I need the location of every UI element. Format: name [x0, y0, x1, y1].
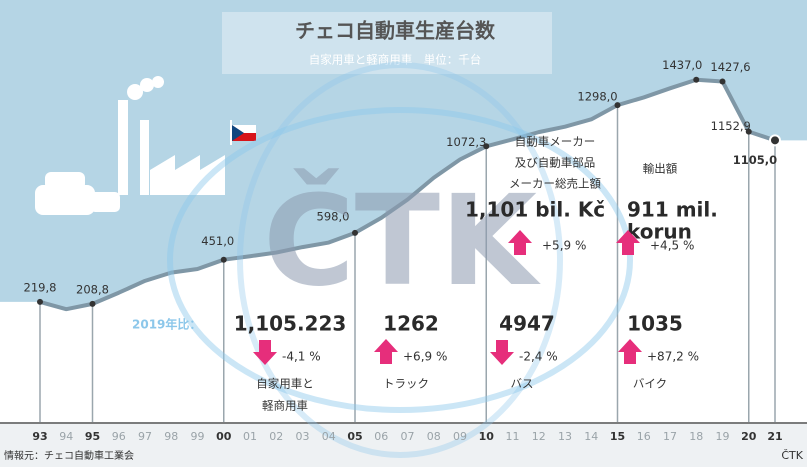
value-label: 1152,9: [711, 119, 751, 133]
x-tick-label: 96: [112, 430, 126, 443]
finance-label: メーカー総売上額: [509, 177, 601, 191]
arrow-down: [490, 340, 514, 365]
arrow-down: [253, 340, 277, 365]
finance-change: +5,9 %: [542, 239, 586, 253]
stat-change: -4,1 %: [282, 350, 321, 364]
point: [745, 128, 752, 135]
stat-change: -2,4 %: [519, 350, 558, 364]
x-tick-label: 18: [689, 430, 703, 443]
x-tick-label: 08: [427, 430, 441, 443]
x-tick-label: 21: [767, 430, 782, 443]
value-label: 1427,6: [710, 60, 750, 74]
watermark-ring: [167, 107, 633, 413]
point: [693, 76, 700, 83]
stat-label: 軽商用車: [262, 399, 308, 413]
finance-label: 自動車メーカー: [515, 135, 596, 149]
stat-value: 1035: [627, 312, 683, 336]
x-tick-label: 99: [191, 430, 205, 443]
value-label: 219,8: [24, 280, 57, 294]
point: [37, 298, 43, 305]
subtitle: 自家用車と軽商用車 単位：千台: [309, 53, 482, 67]
value-label: 1105,0: [733, 153, 777, 167]
point: [483, 143, 490, 150]
value-label: 1298,0: [577, 90, 617, 104]
axis-band: [0, 422, 807, 467]
value-label: 208,8: [76, 282, 109, 296]
arrow-up: [374, 339, 398, 364]
x-tick-label: 98: [164, 430, 178, 443]
production-line: [39, 77, 776, 312]
finance-label: 及び自動車部品: [515, 156, 596, 170]
point: [719, 78, 726, 85]
x-tick-label: 94: [59, 430, 73, 443]
title: チェコ自動車生産台数: [295, 19, 496, 43]
value-label: 451,0: [201, 234, 234, 248]
finance-label: 輸出額: [643, 162, 678, 176]
finance-value: korun: [627, 220, 692, 244]
x-tick-label: 03: [296, 430, 310, 443]
point: [352, 229, 358, 236]
point: [89, 300, 96, 307]
point: [614, 102, 621, 109]
x-tick-label: 17: [663, 430, 677, 443]
x-tick-label: 09: [453, 430, 467, 443]
x-tick-label: 15: [610, 430, 625, 443]
point: [220, 256, 227, 263]
x-tick-label: 07: [401, 430, 415, 443]
x-tick-label: 02: [269, 430, 283, 443]
stat-label: 自家用車と: [256, 377, 314, 391]
point: [769, 134, 781, 147]
value-label: 1437,0: [662, 58, 702, 72]
x-tick-label: 97: [138, 430, 152, 443]
x-tick-label: 00: [216, 430, 232, 443]
title-box: [222, 12, 552, 74]
upper-area: [0, 0, 807, 310]
x-tick-label: 04: [322, 430, 336, 443]
credit: ČTK: [781, 449, 803, 462]
x-tick-label: 06: [374, 430, 388, 443]
value-label: 1072,3: [446, 135, 486, 149]
comparison-label: 2019年比：: [132, 317, 201, 332]
x-tick-label: 20: [741, 430, 757, 443]
x-tick-label: 14: [584, 430, 598, 443]
finance-change: +4,5 %: [650, 239, 694, 253]
x-tick-label: 16: [637, 430, 651, 443]
x-tick-label: 95: [85, 430, 100, 443]
stat-change: +6,9 %: [403, 350, 447, 364]
car-icons: [35, 172, 120, 215]
x-tick-label: 10: [479, 430, 495, 443]
x-tick-label: 12: [532, 430, 546, 443]
stat-value: 4947: [499, 312, 555, 336]
source: 情報元：チェコ自動車工業会: [4, 449, 134, 462]
finance-value: 911 mil.: [627, 198, 718, 222]
stat-label: バイク: [633, 377, 667, 391]
arrow-up: [618, 339, 642, 364]
finance-value: 1,101 bil. Kč: [465, 198, 605, 222]
flag-blue: [232, 125, 244, 141]
factory-icon: [118, 76, 232, 195]
arrow-up: [508, 230, 532, 255]
watermark-ring: [237, 62, 563, 458]
flag-red: [232, 133, 256, 141]
x-tick-label: 05: [347, 430, 362, 443]
stat-value: 1,105.223: [234, 312, 347, 336]
value-label: 598,0: [317, 209, 350, 223]
x-tick-label: 93: [32, 430, 47, 443]
stat-label: トラック: [383, 377, 429, 391]
watermark: ČTK: [263, 168, 541, 314]
stat-value: 1262: [383, 312, 439, 336]
stat-label: バス: [511, 377, 534, 391]
x-tick-label: 01: [243, 430, 257, 443]
x-tick-label: 19: [716, 430, 730, 443]
x-tick-label: 11: [506, 430, 520, 443]
stat-change: +87,2 %: [647, 350, 699, 364]
x-tick-label: 13: [558, 430, 572, 443]
arrow-up: [616, 230, 640, 255]
